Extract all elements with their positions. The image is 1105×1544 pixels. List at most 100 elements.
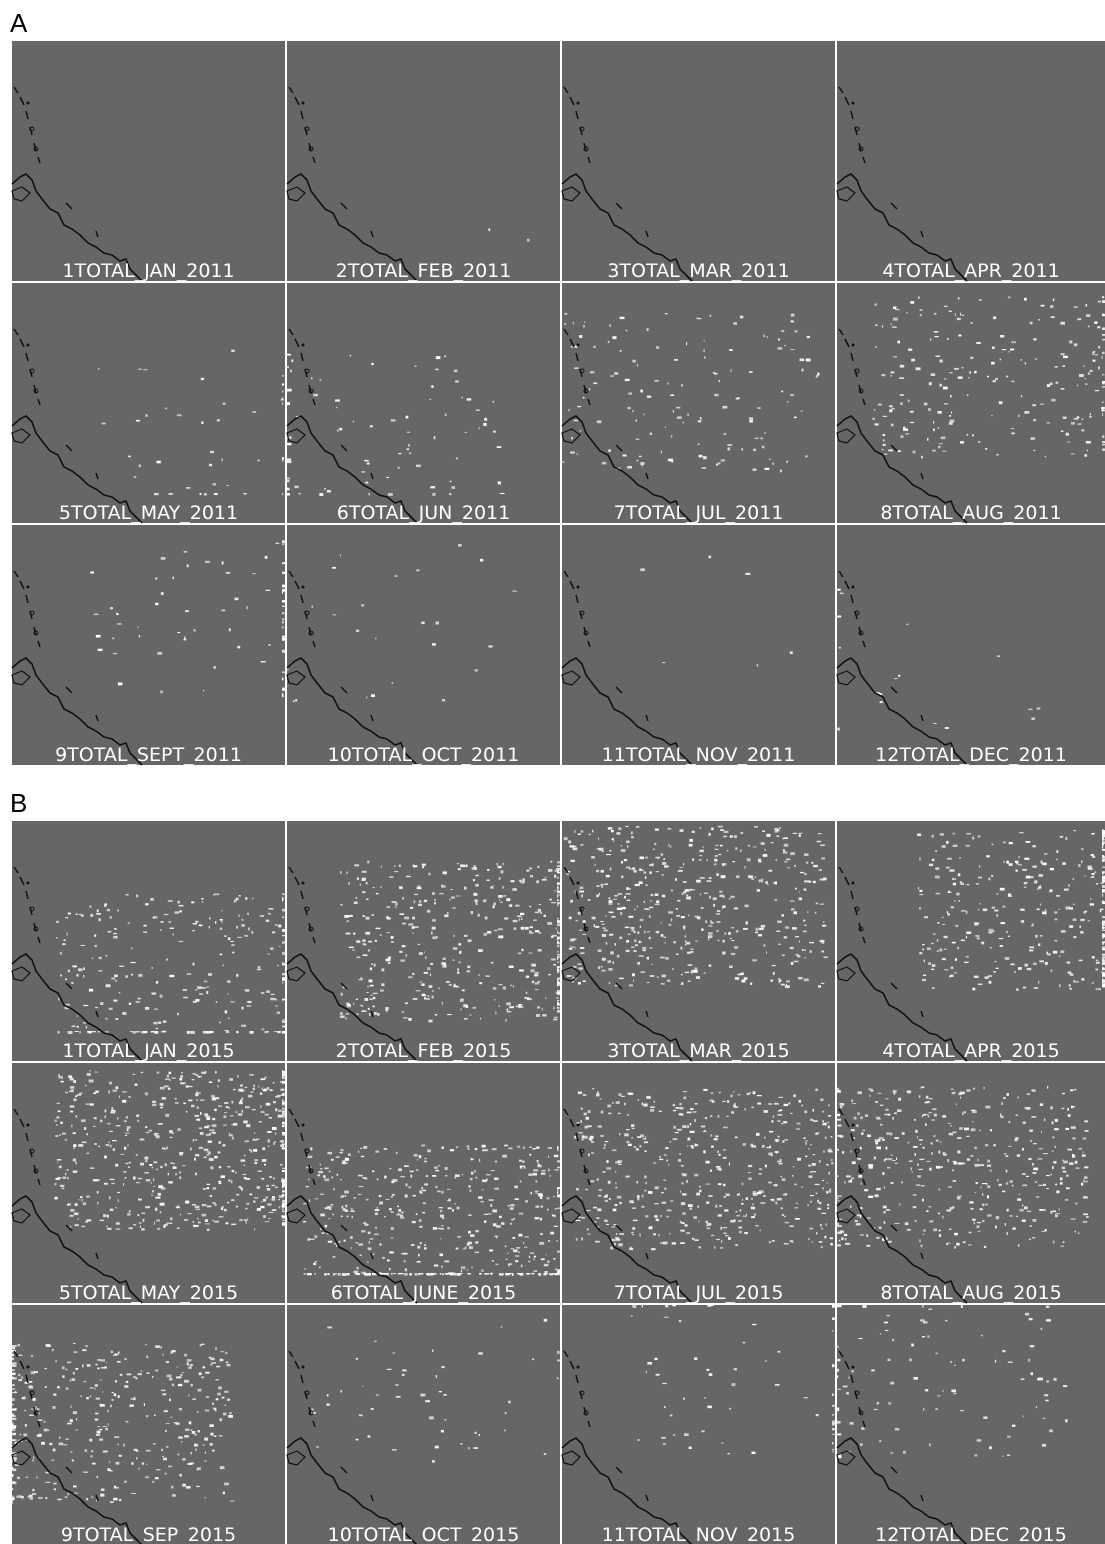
speckle: [362, 879, 364, 881]
speckle: [1090, 413, 1091, 415]
speckle: [137, 1214, 139, 1216]
speckle: [662, 1383, 667, 1384]
speckle: [743, 1216, 747, 1217]
speckle: [510, 1223, 512, 1225]
speckle: [920, 309, 923, 310]
speckle: [1036, 1197, 1039, 1198]
speckle: [937, 922, 939, 924]
speckle: [95, 1384, 98, 1386]
speckle: [987, 1185, 990, 1188]
speckle: [736, 1215, 740, 1216]
speckle: [955, 925, 958, 927]
speckle: [394, 871, 398, 872]
speckle: [118, 1199, 119, 1202]
speckle: [674, 359, 678, 361]
speckle: [56, 937, 58, 939]
speckle: [406, 1183, 408, 1186]
speckle: [1102, 978, 1103, 981]
speckle: [370, 1238, 374, 1240]
speckle: [875, 423, 879, 425]
speckle: [548, 1169, 549, 1172]
speckle: [816, 1232, 817, 1234]
speckle: [12, 1474, 14, 1476]
speckle: [511, 1248, 514, 1249]
speckle: [12, 1389, 15, 1390]
speckle: [90, 571, 94, 573]
speckle: [924, 1102, 928, 1103]
speckle: [1067, 442, 1070, 443]
speckle: [937, 939, 938, 942]
speckle: [527, 239, 529, 242]
speckle: [128, 922, 130, 923]
speckle: [418, 944, 420, 945]
speckle: [389, 1252, 394, 1254]
speckle: [671, 435, 673, 437]
speckle: [386, 1199, 390, 1200]
speckle: [626, 893, 631, 895]
speckle: [243, 493, 247, 494]
speckle: [588, 1234, 591, 1235]
speckle: [935, 850, 937, 852]
speckle: [655, 857, 660, 858]
speckle: [217, 419, 220, 421]
speckle: [281, 1180, 286, 1182]
speckle: [187, 1362, 189, 1365]
speckle: [367, 986, 368, 988]
speckle: [590, 371, 595, 373]
speckle: [775, 830, 778, 833]
speckle: [854, 1137, 855, 1139]
speckle: [592, 917, 596, 920]
speckle: [318, 1171, 323, 1173]
speckle: [727, 1100, 729, 1103]
speckle: [718, 854, 721, 855]
speckle: [104, 1183, 108, 1185]
speckle: [805, 925, 807, 926]
speckle: [1072, 1137, 1075, 1139]
speckle: [422, 866, 424, 868]
speckle: [796, 1203, 798, 1204]
speckle: [73, 1171, 78, 1173]
speckle: [668, 459, 672, 461]
speckle: [851, 1150, 852, 1152]
speckle: [103, 1451, 108, 1453]
speckle: [263, 1199, 266, 1202]
speckle: [603, 1147, 605, 1148]
speckle: [688, 915, 689, 917]
speckle: [247, 1005, 251, 1007]
speckle: [328, 1273, 330, 1275]
speckle: [275, 1096, 280, 1098]
speckle: [38, 1497, 43, 1499]
speckle: [216, 1001, 217, 1003]
speckle: [690, 1208, 693, 1210]
speckle: [893, 307, 896, 310]
speckle: [399, 1273, 403, 1274]
speckle: [95, 1179, 99, 1181]
speckle: [105, 955, 108, 956]
speckle: [55, 1135, 58, 1137]
speckle: [440, 1238, 441, 1239]
speckle: [763, 1195, 766, 1197]
speckle: [440, 1254, 444, 1257]
speckle: [282, 562, 285, 564]
speckle: [158, 1123, 163, 1125]
speckle: [513, 1249, 518, 1252]
speckle: [973, 1088, 975, 1090]
speckle: [891, 372, 895, 374]
speckle: [934, 313, 936, 314]
speckle: [694, 968, 697, 970]
panel-background: [837, 821, 1105, 1061]
speckle: [224, 1112, 227, 1113]
speckle: [73, 1080, 76, 1083]
speckle: [387, 1369, 392, 1370]
speckle: [659, 1111, 662, 1112]
speckle: [320, 1229, 322, 1230]
speckle: [269, 1212, 274, 1213]
speckle: [319, 493, 323, 496]
speckle: [407, 432, 410, 433]
speckle: [1055, 919, 1058, 921]
speckle: [769, 1146, 771, 1149]
speckle: [605, 1200, 608, 1202]
speckle: [254, 1133, 255, 1135]
speckle: [282, 1195, 285, 1196]
speckle: [480, 559, 483, 562]
